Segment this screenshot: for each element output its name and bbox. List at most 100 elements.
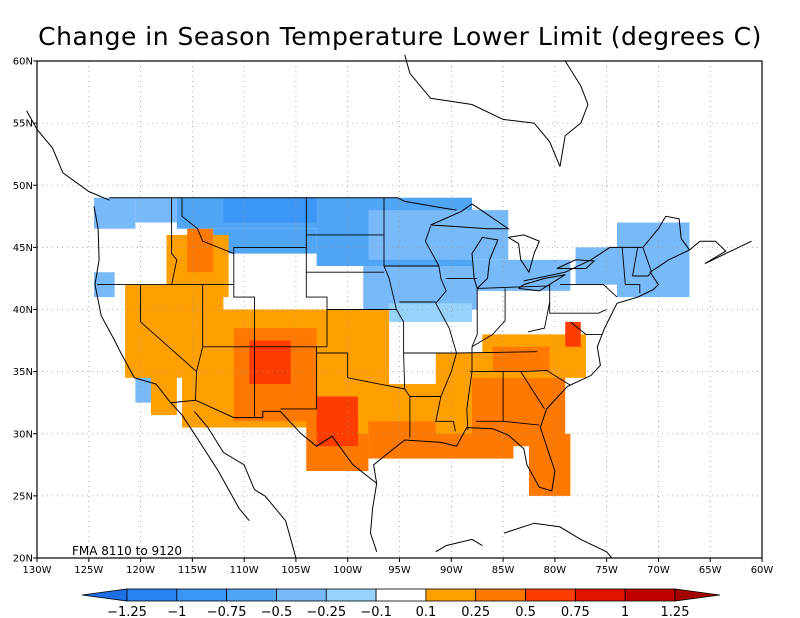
coastline-5 bbox=[503, 522, 613, 559]
colorbar-low-arrow bbox=[81, 588, 128, 602]
colorbar-legend bbox=[81, 588, 721, 602]
x-tick-label: 105W bbox=[281, 565, 310, 576]
state-line-33 bbox=[560, 284, 618, 298]
state-line-3 bbox=[195, 284, 204, 401]
y-tick-label: 30N bbox=[13, 429, 33, 440]
y-tick-label: 40N bbox=[13, 305, 33, 316]
coastline-3 bbox=[369, 483, 378, 552]
state-line-26 bbox=[456, 351, 538, 354]
colorbar-swatch bbox=[226, 588, 277, 602]
state-line-32 bbox=[527, 301, 551, 333]
colorbar-label: 0.75 bbox=[561, 605, 590, 618]
state-line-2 bbox=[140, 284, 197, 372]
state-line-38 bbox=[570, 321, 602, 335]
colorbar-labels: −1.25 −1 −0.75 −0.5 −0.25 −0.1 0.1 0.25 0.5 0.75 1… bbox=[107, 605, 689, 618]
x-tick-label: 80W bbox=[544, 565, 567, 576]
national-border-1 bbox=[523, 215, 690, 282]
anomaly-cell-9 bbox=[617, 222, 690, 298]
colorbar-swatch bbox=[325, 588, 377, 602]
y-tick-label: 50N bbox=[13, 181, 33, 192]
coastline-7 bbox=[404, 54, 561, 167]
y-tick-label: 55N bbox=[13, 119, 33, 130]
anomaly-cell-1 bbox=[135, 197, 177, 223]
state-line-14 bbox=[383, 197, 411, 438]
anomaly-cell-0 bbox=[93, 197, 136, 229]
anomaly-cell-20 bbox=[249, 340, 291, 385]
colorbar-swatch bbox=[475, 588, 526, 602]
y-tick-label: 60N bbox=[13, 57, 33, 68]
coastline-10 bbox=[471, 236, 499, 289]
state-line-25 bbox=[477, 285, 550, 289]
coastline-8 bbox=[559, 60, 589, 167]
gridlines bbox=[37, 61, 762, 558]
state-line-20 bbox=[424, 226, 440, 267]
colorbar-label: −0.5 bbox=[261, 605, 293, 618]
coastline-9 bbox=[430, 203, 510, 230]
y-tick-label: 25N bbox=[13, 491, 33, 502]
state-line-0 bbox=[171, 197, 178, 285]
x-tick-label: 95W bbox=[388, 565, 411, 576]
colorbar-swatch bbox=[574, 588, 626, 602]
x-tick-label: 100W bbox=[333, 565, 362, 576]
y-tick-label: 35N bbox=[13, 367, 33, 378]
y-tick-label: 20N bbox=[13, 554, 33, 565]
x-tick-label: 115W bbox=[178, 565, 207, 576]
state-line-27 bbox=[469, 369, 571, 386]
anomaly-cell-11 bbox=[389, 303, 472, 322]
state-line-7 bbox=[233, 246, 328, 347]
coastline-6 bbox=[26, 110, 110, 201]
coastline-1 bbox=[194, 411, 297, 559]
coastline-12 bbox=[518, 274, 566, 292]
colorbar-swatch bbox=[176, 588, 228, 602]
colorbar-label: −1 bbox=[167, 605, 186, 618]
anomaly-fill-layer bbox=[93, 197, 690, 496]
longitude-axis: 130W 125W 120W 115W 110W 105W 100W 95W 90W 85W 80W… bbox=[23, 558, 774, 576]
coastline-13 bbox=[556, 259, 596, 269]
state-line-35 bbox=[632, 271, 652, 277]
state-line-31 bbox=[549, 284, 607, 314]
x-tick-label: 125W bbox=[74, 565, 103, 576]
national-border-2 bbox=[170, 399, 378, 484]
colorbar-swatch bbox=[375, 588, 427, 602]
coastline-4 bbox=[435, 538, 483, 553]
colorbar-label: −0.1 bbox=[360, 605, 392, 618]
x-tick-label: 90W bbox=[440, 565, 463, 576]
state-line-30 bbox=[520, 371, 545, 410]
x-tick-label: 70W bbox=[647, 565, 670, 576]
colorbar-swatch bbox=[525, 588, 576, 602]
colorbar-label: 0.25 bbox=[461, 605, 490, 618]
state-line-12 bbox=[280, 346, 318, 410]
coastline-11 bbox=[508, 234, 540, 274]
state-line-6 bbox=[181, 197, 234, 255]
x-tick-label: 75W bbox=[595, 565, 618, 576]
colorbar-label: 1 bbox=[621, 605, 629, 618]
y-tick-label: 45N bbox=[13, 243, 33, 254]
state-line-13 bbox=[316, 352, 405, 390]
map-title: Change in Season Temperature Lower Limit… bbox=[38, 22, 762, 51]
x-tick-label: 130W bbox=[23, 565, 52, 576]
coastline-0 bbox=[93, 206, 250, 522]
x-tick-label: 120W bbox=[126, 565, 155, 576]
colorbar-swatch bbox=[276, 588, 327, 602]
anomaly-cell-22 bbox=[316, 396, 359, 447]
anomaly-cell-28 bbox=[492, 346, 550, 372]
colorbar-label: 0.5 bbox=[515, 605, 536, 618]
colorbar-high-arrow bbox=[674, 588, 721, 602]
national-border-0 bbox=[109, 197, 457, 211]
colorbar-label: −0.75 bbox=[207, 605, 247, 618]
state-line-4 bbox=[233, 247, 255, 418]
latitude-axis: 20N 25N 30N 35N 40N 45N 50N 55N 60N bbox=[13, 57, 37, 565]
x-tick-label: 60W bbox=[751, 565, 774, 576]
anomaly-cell-3 bbox=[223, 197, 333, 223]
period-label: FMA 8110 to 9120 bbox=[72, 544, 182, 558]
state-line-24 bbox=[471, 288, 506, 348]
state-boundary-layer bbox=[97, 197, 652, 438]
colorbar-label: 0.1 bbox=[416, 605, 437, 618]
x-tick-label: 65W bbox=[699, 565, 722, 576]
state-line-36 bbox=[642, 247, 652, 272]
colorbar-label: −0.25 bbox=[306, 605, 346, 618]
coastline-2 bbox=[373, 240, 752, 492]
colorbar-swatch bbox=[126, 588, 178, 602]
state-line-29 bbox=[503, 420, 540, 426]
